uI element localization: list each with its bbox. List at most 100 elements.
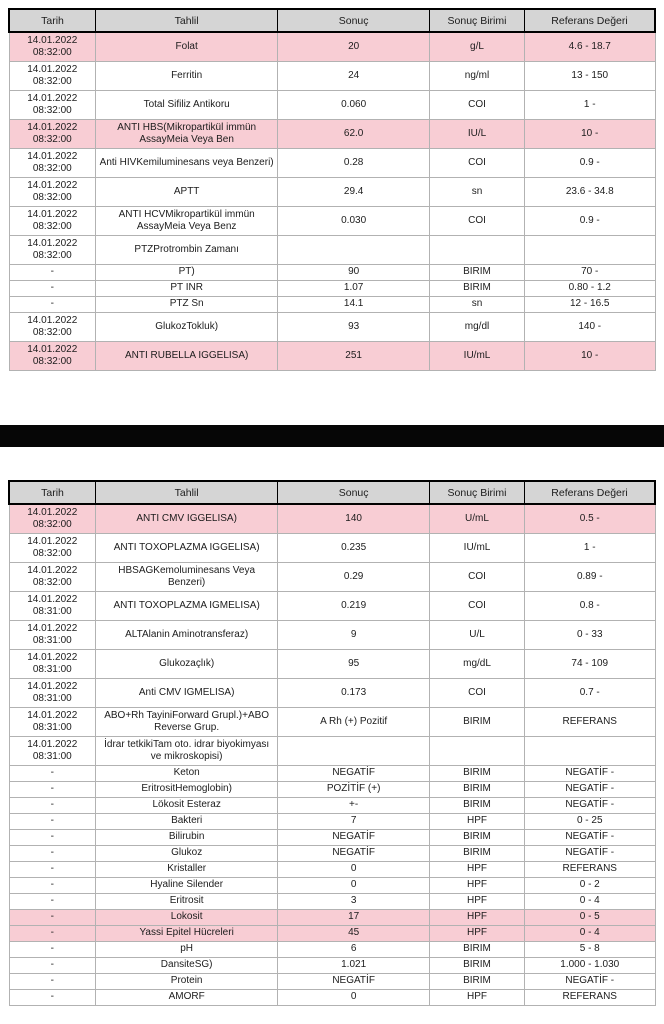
cell-reference: 13 - 150 (523, 60, 656, 91)
cell-date: 14.01.2022 08:32:00 (8, 60, 97, 91)
table-row: - DansiteSG) 1.021 BIRIM 1.000 - 1.030 (8, 956, 656, 974)
cell-test: Anti CMV IGMELISA) (95, 677, 279, 708)
table-row: 14.01.2022 08:31:00 Glukozaçlık) 95 mg/dL 74 … (8, 648, 656, 679)
cell-unit: sn (429, 295, 525, 313)
table-row: 14.01.2022 08:32:00 APTT 29.4 sn 23.6 - 34.8 (8, 176, 656, 207)
cell-result: 17 (277, 908, 431, 926)
cell-reference: 0.89 - (523, 561, 656, 592)
cell-date: - (8, 876, 97, 894)
column-header-unit: Sonuç Birimi (429, 8, 525, 33)
column-header-test: Tahlil (95, 480, 279, 505)
cell-result: 7 (277, 812, 431, 830)
cell-test: ANTI HBS(Mikropartikül immün AssayMeia V… (95, 118, 279, 149)
cell-date: - (8, 295, 97, 313)
table-row: - Yassi Epitel Hücreleri 45 HPF 0 - 4 (8, 924, 656, 942)
cell-unit: sn (429, 176, 525, 207)
cell-unit: IU/mL (429, 340, 525, 371)
cell-result: 62.0 (277, 118, 431, 149)
cell-result: 24 (277, 60, 431, 91)
cell-unit: COI (429, 590, 525, 621)
cell-result: +- (277, 796, 431, 814)
cell-date: - (8, 908, 97, 926)
cell-unit: HPF (429, 988, 525, 1006)
table-row: 14.01.2022 08:32:00 ANTI RUBELLA IGGELISA)… (8, 340, 656, 371)
cell-result: 0.235 (277, 532, 431, 563)
table-row: - Hyaline Silender 0 HPF 0 - 2 (8, 876, 656, 894)
cell-reference: 0 - 4 (523, 892, 656, 910)
cell-unit: HPF (429, 924, 525, 942)
cell-reference: NEGATİF - (523, 972, 656, 990)
cell-reference (523, 735, 656, 766)
cell-test: DansiteSG) (95, 956, 279, 974)
cell-reference: 0.9 - (523, 147, 656, 178)
column-header-date: Tarih (8, 8, 97, 33)
table-row: 14.01.2022 08:32:00 PTZProtrombin Zamanı (8, 234, 656, 265)
cell-unit: HPF (429, 892, 525, 910)
cell-test: Glukoz (95, 844, 279, 862)
cell-reference: 10 - (523, 340, 656, 371)
cell-date: - (8, 844, 97, 862)
cell-result: 90 (277, 263, 431, 281)
cell-test: Anti HIVKemiluminesans veya Benzeri) (95, 147, 279, 178)
cell-date: - (8, 956, 97, 974)
cell-test: GlukozTokluk) (95, 311, 279, 342)
cell-result: 9 (277, 619, 431, 650)
cell-unit: COI (429, 89, 525, 120)
cell-test: Yassi Epitel Hücreleri (95, 924, 279, 942)
cell-unit: BIRIM (429, 780, 525, 798)
cell-unit: HPF (429, 908, 525, 926)
cell-unit: HPF (429, 860, 525, 878)
cell-test: EritrositHemoglobin) (95, 780, 279, 798)
cell-result: 0.060 (277, 89, 431, 120)
cell-result: 0 (277, 860, 431, 878)
cell-test: Lokosit (95, 908, 279, 926)
cell-test: ANTI TOXOPLAZMA IGGELISA) (95, 532, 279, 563)
cell-date: 14.01.2022 08:32:00 (8, 340, 97, 371)
cell-test: ANTI HCVMikropartikül immün AssayMeia Ve… (95, 205, 279, 236)
table-row: - PTZ Sn 14.1 sn 12 - 16.5 (8, 295, 656, 313)
cell-test: APTT (95, 176, 279, 207)
cell-date: 14.01.2022 08:32:00 (8, 311, 97, 342)
cell-result: 45 (277, 924, 431, 942)
cell-result (277, 234, 431, 265)
cell-test: Protein (95, 972, 279, 990)
results-table-upper: Tarih Tahlil Sonuç Sonuç Birimi Referans… (8, 8, 656, 371)
cell-result: 1.07 (277, 279, 431, 297)
cell-date: - (8, 764, 97, 782)
cell-reference: 0.8 - (523, 590, 656, 621)
cell-unit: BIRIM (429, 972, 525, 990)
cell-test: AMORF (95, 988, 279, 1006)
table-row: 14.01.2022 08:32:00 ANTI CMV IGGELISA) 140 U… (8, 503, 656, 534)
cell-test: ALTAlanin Aminotransferaz) (95, 619, 279, 650)
table-row: 14.01.2022 08:32:00 ANTI HCVMikropartikül … (8, 205, 656, 236)
table-row: - Eritrosit 3 HPF 0 - 4 (8, 892, 656, 910)
cell-unit: BIRIM (429, 844, 525, 862)
cell-reference: REFERANS (523, 860, 656, 878)
cell-unit: BIRIM (429, 764, 525, 782)
cell-unit (429, 735, 525, 766)
cell-result: NEGATİF (277, 828, 431, 846)
cell-date: 14.01.2022 08:32:00 (8, 234, 97, 265)
cell-test: Ferritin (95, 60, 279, 91)
table-row: 14.01.2022 08:31:00 ABO+Rh TayiniForward G… (8, 706, 656, 737)
cell-result: 93 (277, 311, 431, 342)
cell-result (277, 735, 431, 766)
cell-result: NEGATİF (277, 764, 431, 782)
cell-test: PT INR (95, 279, 279, 297)
cell-result: 0.28 (277, 147, 431, 178)
cell-reference: NEGATİF - (523, 796, 656, 814)
table-row: - Lokosit 17 HPF 0 - 5 (8, 908, 656, 926)
cell-result: 0.29 (277, 561, 431, 592)
cell-unit: IU/mL (429, 532, 525, 563)
cell-unit: BIRIM (429, 956, 525, 974)
cell-result: 0.219 (277, 590, 431, 621)
cell-reference: 1 - (523, 532, 656, 563)
cell-reference: 1 - (523, 89, 656, 120)
cell-test: Lökosit Esteraz (95, 796, 279, 814)
cell-date: - (8, 796, 97, 814)
cell-reference: 12 - 16.5 (523, 295, 656, 313)
table-header-row: Tarih Tahlil Sonuç Sonuç Birimi Referans… (8, 480, 656, 505)
column-header-result: Sonuç (277, 8, 431, 33)
cell-date: 14.01.2022 08:32:00 (8, 205, 97, 236)
cell-unit: COI (429, 677, 525, 708)
